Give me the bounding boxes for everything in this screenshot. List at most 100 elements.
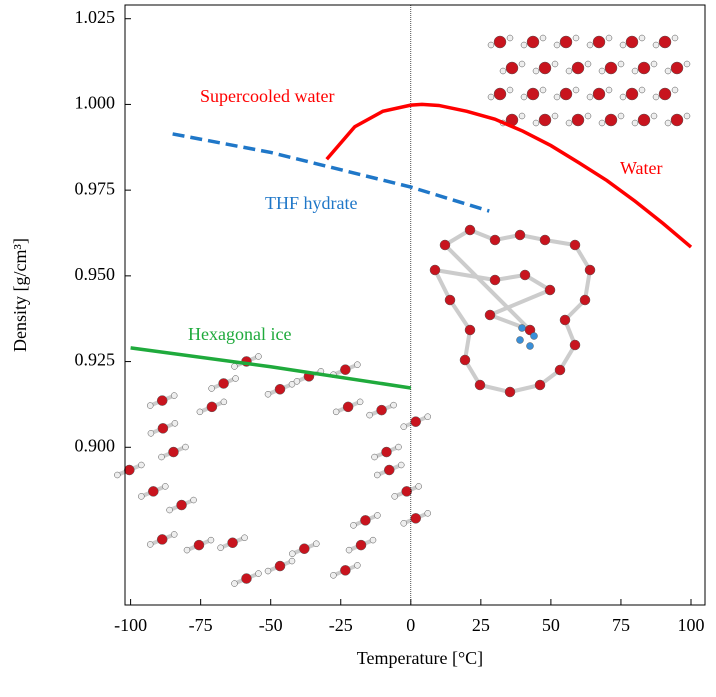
atom [147,430,155,437]
y-tick-label: 0.950 [75,264,116,284]
atom [572,34,580,42]
atom [171,420,179,427]
atom [264,567,272,575]
atom [553,41,561,49]
atom [664,67,672,75]
x-axis-label: Temperature [°C] [357,648,483,668]
atom [464,324,476,336]
atom [484,309,496,321]
atom [569,339,581,351]
molecule-illustrations [114,34,691,587]
atom [489,274,501,286]
x-tick-label: 0 [406,615,415,635]
atom [464,224,476,236]
atom [350,522,357,529]
atom [360,515,371,526]
atom [664,119,672,127]
atom [354,562,361,569]
atom [170,392,178,399]
atom [138,493,145,500]
atom [539,34,547,42]
bond [489,288,551,317]
atom [332,408,340,416]
atom [586,93,594,101]
atom [288,557,296,565]
atom [683,112,691,120]
atom [592,87,606,101]
atom [241,573,252,584]
atom [345,546,353,554]
atom [220,398,228,406]
atom [366,411,373,419]
atom [424,510,431,517]
atom [401,486,412,497]
atom [553,93,561,101]
atom [571,61,585,75]
atom [532,67,540,75]
atom [190,496,197,504]
atom [617,112,625,120]
atom [231,363,238,370]
atom [227,537,238,549]
atom [354,361,361,368]
atom [539,86,547,94]
atom [170,531,178,538]
atom [592,35,606,49]
x-tick-label: 50 [542,615,560,635]
bond [448,298,472,332]
atom [530,332,538,340]
atom [158,453,165,461]
atom [671,86,679,94]
atom [538,61,552,75]
atom [166,506,173,514]
atom [572,86,580,94]
atom [638,34,646,42]
y-tick-label: 1.025 [75,7,116,27]
atom [182,443,189,451]
atom [371,453,378,461]
atom [526,342,534,350]
atom [156,534,168,545]
atom [559,314,571,326]
atom [489,234,501,246]
atom [544,284,556,296]
atom [288,381,296,388]
atom [625,35,639,49]
atom [619,41,627,49]
y-axis-label: Density [g/cm³] [10,238,30,352]
atom [571,113,585,127]
atom [683,60,691,68]
atom [605,86,613,94]
atom [355,539,367,551]
atom [124,464,135,476]
atom [176,499,187,511]
atom [183,546,191,554]
atom [299,543,310,554]
atom [162,483,169,490]
atom [565,119,573,127]
atom [598,67,606,75]
atom [499,67,507,75]
atom [400,423,407,430]
atom [148,486,159,497]
bond [443,243,532,332]
atom [395,443,402,451]
atom [439,239,451,251]
atom [293,378,301,385]
atom [313,540,320,547]
atom [156,395,168,406]
atom [157,423,169,434]
atom [376,404,387,416]
atom [384,464,395,476]
atom [207,536,215,544]
atom [505,61,519,75]
atom [381,446,392,458]
atom [487,41,495,49]
atom [410,416,421,427]
series-label: Water [620,158,663,178]
atom [232,375,239,382]
atom [400,520,407,527]
atom [625,87,639,101]
atom [424,413,431,420]
atom [559,35,573,49]
